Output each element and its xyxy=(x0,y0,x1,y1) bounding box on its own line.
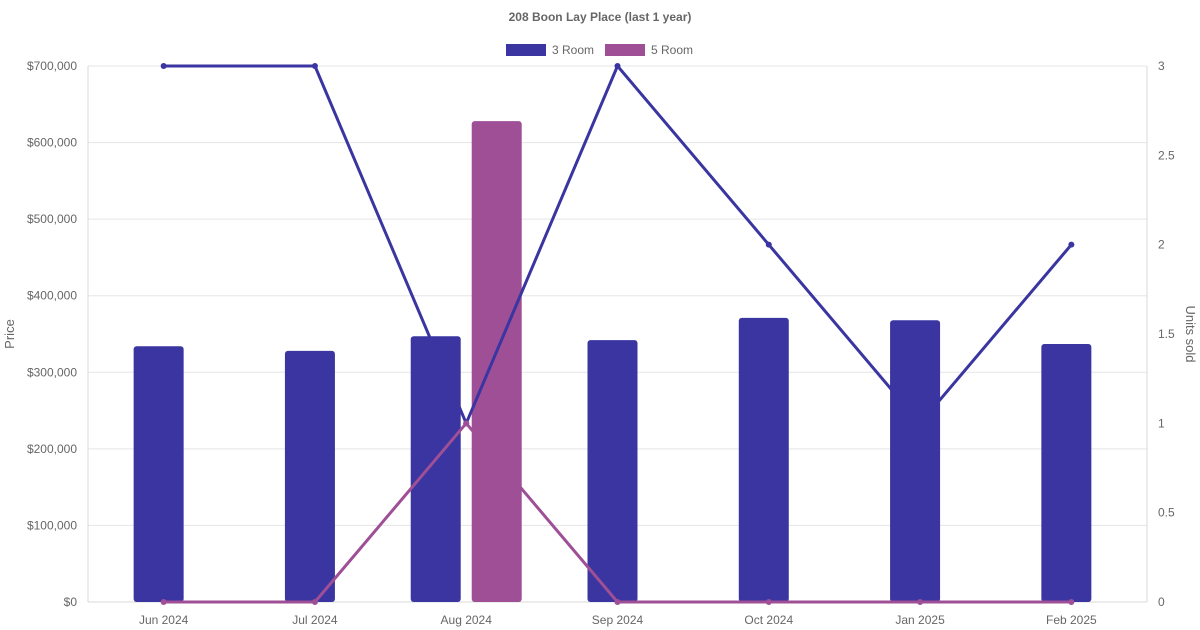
line-point-5-room xyxy=(311,599,318,605)
line-point-3-room xyxy=(614,63,621,69)
bar-3-room xyxy=(1041,343,1092,602)
legend: 3 Room 5 Room xyxy=(506,43,693,57)
x-tick-label: Oct 2024 xyxy=(744,613,793,627)
legend-label-5-room: 5 Room xyxy=(651,43,693,57)
bar-3-room xyxy=(284,350,335,602)
line-point-3-room xyxy=(311,63,318,69)
x-tick-label: Feb 2025 xyxy=(1046,613,1097,627)
bar-3-room xyxy=(890,320,941,602)
y2-axis-labels: 0 0.5 1 1.5 2 2.5 3 xyxy=(1158,59,1175,609)
line-point-5-room xyxy=(614,599,621,605)
y-tick-label: $500,000 xyxy=(27,212,77,226)
x-tick-label: Jun 2024 xyxy=(139,613,189,627)
x-tick-label: Jan 2025 xyxy=(895,613,945,627)
y2-tick-label: 1 xyxy=(1158,416,1165,430)
lines-layer xyxy=(160,63,1075,605)
y-tick-label: $200,000 xyxy=(27,442,77,456)
bars-layer xyxy=(133,121,1092,602)
y2-tick-label: 1.5 xyxy=(1158,327,1175,341)
bar-5-room xyxy=(471,121,522,602)
y2-tick-label: 2 xyxy=(1158,238,1165,252)
x-tick-label: Jul 2024 xyxy=(292,613,338,627)
line-point-5-room xyxy=(463,420,470,427)
chart-title: 208 Boon Lay Place (last 1 year) xyxy=(509,10,692,24)
bar-3-room xyxy=(133,346,184,602)
y2-tick-label: 2.5 xyxy=(1158,148,1175,162)
y-tick-label: $400,000 xyxy=(27,289,77,303)
bar-3-room xyxy=(738,317,789,602)
y2-tick-label: 3 xyxy=(1158,59,1165,73)
y2-axis-title: Units sold xyxy=(1183,305,1198,362)
y-tick-label: $700,000 xyxy=(27,59,77,73)
line-point-5-room xyxy=(160,599,167,605)
y-axis-labels: $0 $100,000 $200,000 $300,000 $400,000 $500,0… xyxy=(27,59,77,609)
line-point-3-room xyxy=(1068,241,1075,248)
x-tick-label: Sep 2024 xyxy=(592,613,644,627)
x-tick-label: Aug 2024 xyxy=(441,613,493,627)
y2-tick-label: 0 xyxy=(1158,595,1165,609)
y-tick-label: $300,000 xyxy=(27,365,77,379)
legend-swatch-3-room xyxy=(506,44,546,56)
x-axis-labels: Jun 2024 Jul 2024 Aug 2024 Sep 2024 Oct 2024… xyxy=(139,613,1097,627)
y-tick-label: $0 xyxy=(64,595,78,609)
y-axis-title: Price xyxy=(2,319,17,349)
line-point-5-room xyxy=(765,599,772,605)
legend-swatch-5-room xyxy=(605,44,645,56)
line-point-3-room xyxy=(917,420,924,427)
bar-3-room xyxy=(587,340,638,602)
legend-label-3-room: 3 Room xyxy=(552,43,594,57)
line-point-3-room xyxy=(765,241,772,248)
y-tick-label: $600,000 xyxy=(27,136,77,150)
bar-3-room xyxy=(410,336,461,602)
y2-tick-label: 0.5 xyxy=(1158,506,1175,520)
line-point-5-room xyxy=(1068,599,1075,605)
y-tick-label: $100,000 xyxy=(27,518,77,532)
line-point-3-room xyxy=(160,63,167,69)
line-point-5-room xyxy=(917,599,924,605)
